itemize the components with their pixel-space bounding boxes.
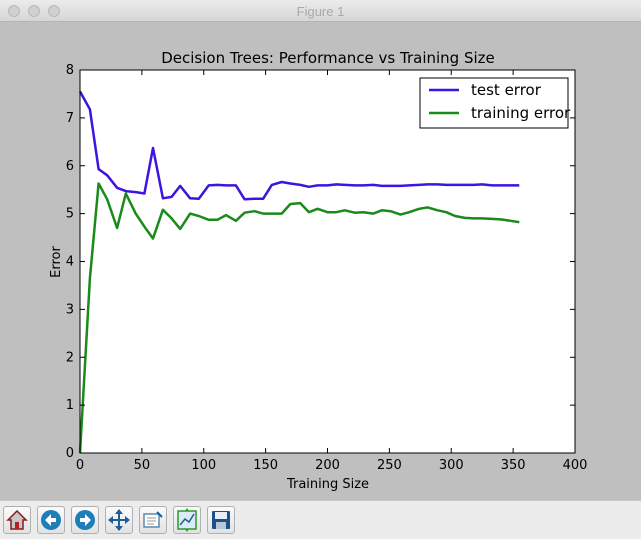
y-tick-label: 2 bbox=[66, 350, 74, 365]
y-tick-label: 1 bbox=[66, 398, 74, 413]
forward-arrow-icon bbox=[75, 510, 95, 530]
legend: test error training error bbox=[419, 77, 571, 129]
x-tick-label: 150 bbox=[253, 458, 278, 473]
window-title: Figure 1 bbox=[296, 4, 345, 19]
save-button[interactable] bbox=[207, 506, 235, 534]
series-line-training-error bbox=[78, 182, 520, 454]
x-tick-label: 100 bbox=[191, 458, 216, 473]
series-line-test-error bbox=[78, 90, 520, 201]
plot-area bbox=[80, 70, 575, 453]
home-button[interactable] bbox=[3, 506, 31, 534]
x-tick-label: 400 bbox=[563, 458, 588, 473]
navigation-toolbar bbox=[0, 500, 641, 539]
pan-button[interactable] bbox=[105, 506, 133, 534]
subplots-config-icon bbox=[177, 508, 197, 532]
zoom-button[interactable] bbox=[139, 506, 167, 534]
title-bar: Figure 1 bbox=[0, 0, 641, 22]
chart: 0 50 100 150 200 250 300 350 400 0 1 2 3 4 5 6 7 8 Decis… bbox=[49, 49, 588, 492]
y-tick-label: 7 bbox=[66, 111, 74, 126]
zoom-rect-icon bbox=[143, 511, 163, 528]
zoom-window-button[interactable] bbox=[48, 5, 60, 17]
x-tick-label: 50 bbox=[134, 458, 151, 473]
legend-label-training-error: training error bbox=[471, 104, 571, 122]
x-tick-label: 200 bbox=[315, 458, 340, 473]
save-floppy-icon bbox=[212, 511, 230, 529]
back-button[interactable] bbox=[37, 506, 65, 534]
forward-button[interactable] bbox=[71, 506, 99, 534]
chart-title: Decision Trees: Performance vs Training … bbox=[161, 49, 495, 67]
y-axis-label: Error bbox=[49, 246, 64, 278]
x-tick-label: 350 bbox=[501, 458, 526, 473]
x-tick-label: 250 bbox=[377, 458, 402, 473]
y-tick-label: 3 bbox=[66, 302, 74, 317]
y-tick-label: 6 bbox=[66, 159, 74, 174]
back-arrow-icon bbox=[41, 510, 61, 530]
minimize-window-button[interactable] bbox=[28, 5, 40, 17]
x-tick-label: 300 bbox=[439, 458, 464, 473]
figure-canvas[interactable]: 0 50 100 150 200 250 300 350 400 0 1 2 3 4 5 6 7 8 Decis… bbox=[0, 22, 641, 500]
x-tick-label: 0 bbox=[76, 458, 84, 473]
y-tick-label: 0 bbox=[66, 446, 74, 461]
y-tick-label: 5 bbox=[66, 207, 74, 222]
subplots-button[interactable] bbox=[173, 506, 201, 534]
y-tick-label: 4 bbox=[66, 255, 74, 270]
close-window-button[interactable] bbox=[8, 5, 20, 17]
x-axis-label: Training Size bbox=[286, 477, 369, 492]
legend-box bbox=[419, 77, 569, 129]
y-tick-label: 8 bbox=[66, 63, 74, 78]
legend-label-test-error: test error bbox=[471, 81, 542, 99]
home-icon bbox=[6, 509, 28, 530]
pan-move-icon bbox=[108, 509, 130, 531]
